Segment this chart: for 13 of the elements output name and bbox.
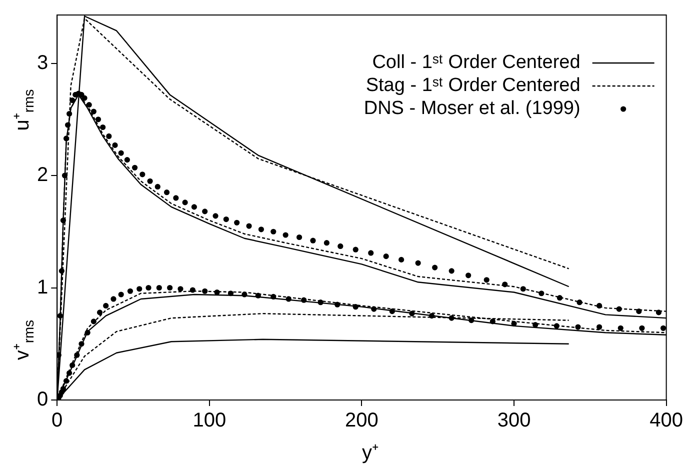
legend-label: Coll - 1ˢᵗ Order Centered [372,52,580,74]
legend-label: DNS - Moser et al. (1999) [364,98,580,120]
x-axis-title: y⁺ [362,441,379,465]
y-tick-label: 0 [37,388,48,411]
x-tick-label: 300 [497,410,531,432]
y-tick-label: 1 [37,276,48,298]
y-tick-label: 3 [37,52,48,74]
x-tick-label: 400 [650,410,684,432]
y-tick-label: 2 [37,164,48,186]
x-tick-label: 200 [345,410,378,432]
legend-label: Stag - 1ˢᵗ Order Centered [366,75,580,96]
x-tick-label: 0 [52,410,63,432]
x-tick-label: 100 [192,410,226,432]
